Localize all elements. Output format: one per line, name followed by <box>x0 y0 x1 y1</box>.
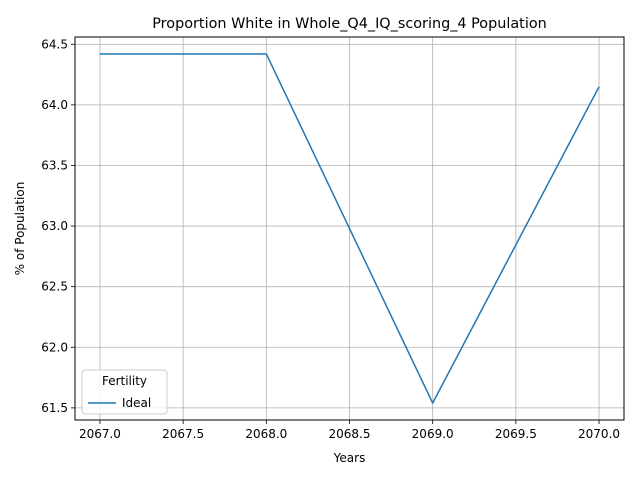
y-axis-title: % of Population <box>13 182 27 276</box>
axis-ticks: 2067.0 2067.5 2068.0 2068.5 2069.0 2069.5 2070… <box>41 37 620 441</box>
chart-title: Proportion White in Whole_Q4_IQ_scoring_… <box>152 16 547 32</box>
x-tick-label: 2067.5 <box>162 427 204 441</box>
series-layer <box>99 53 600 404</box>
x-tick-label: 2068.0 <box>245 427 287 441</box>
legend-label-ideal: Ideal <box>122 396 151 410</box>
y-tick-label: 64.5 <box>41 37 68 51</box>
y-tick-label: 63.0 <box>41 219 68 233</box>
y-tick-label: 64.0 <box>41 98 68 112</box>
y-tick-label: 62.0 <box>41 340 68 354</box>
x-tick-label: 2068.5 <box>329 427 371 441</box>
y-tick-label: 63.5 <box>41 158 68 172</box>
y-tick-label: 61.5 <box>41 401 68 415</box>
series-line-ideal <box>99 53 600 404</box>
x-tick-label: 2070.0 <box>578 427 620 441</box>
x-axis-title: Years <box>333 451 366 465</box>
legend-title: Fertility <box>102 374 147 388</box>
y-tick-label: 62.5 <box>41 280 68 294</box>
x-tick-label: 2067.0 <box>79 427 121 441</box>
legend: Fertility Ideal <box>81 369 168 415</box>
x-tick-label: 2069.5 <box>495 427 537 441</box>
x-tick-label: 2069.0 <box>412 427 454 441</box>
